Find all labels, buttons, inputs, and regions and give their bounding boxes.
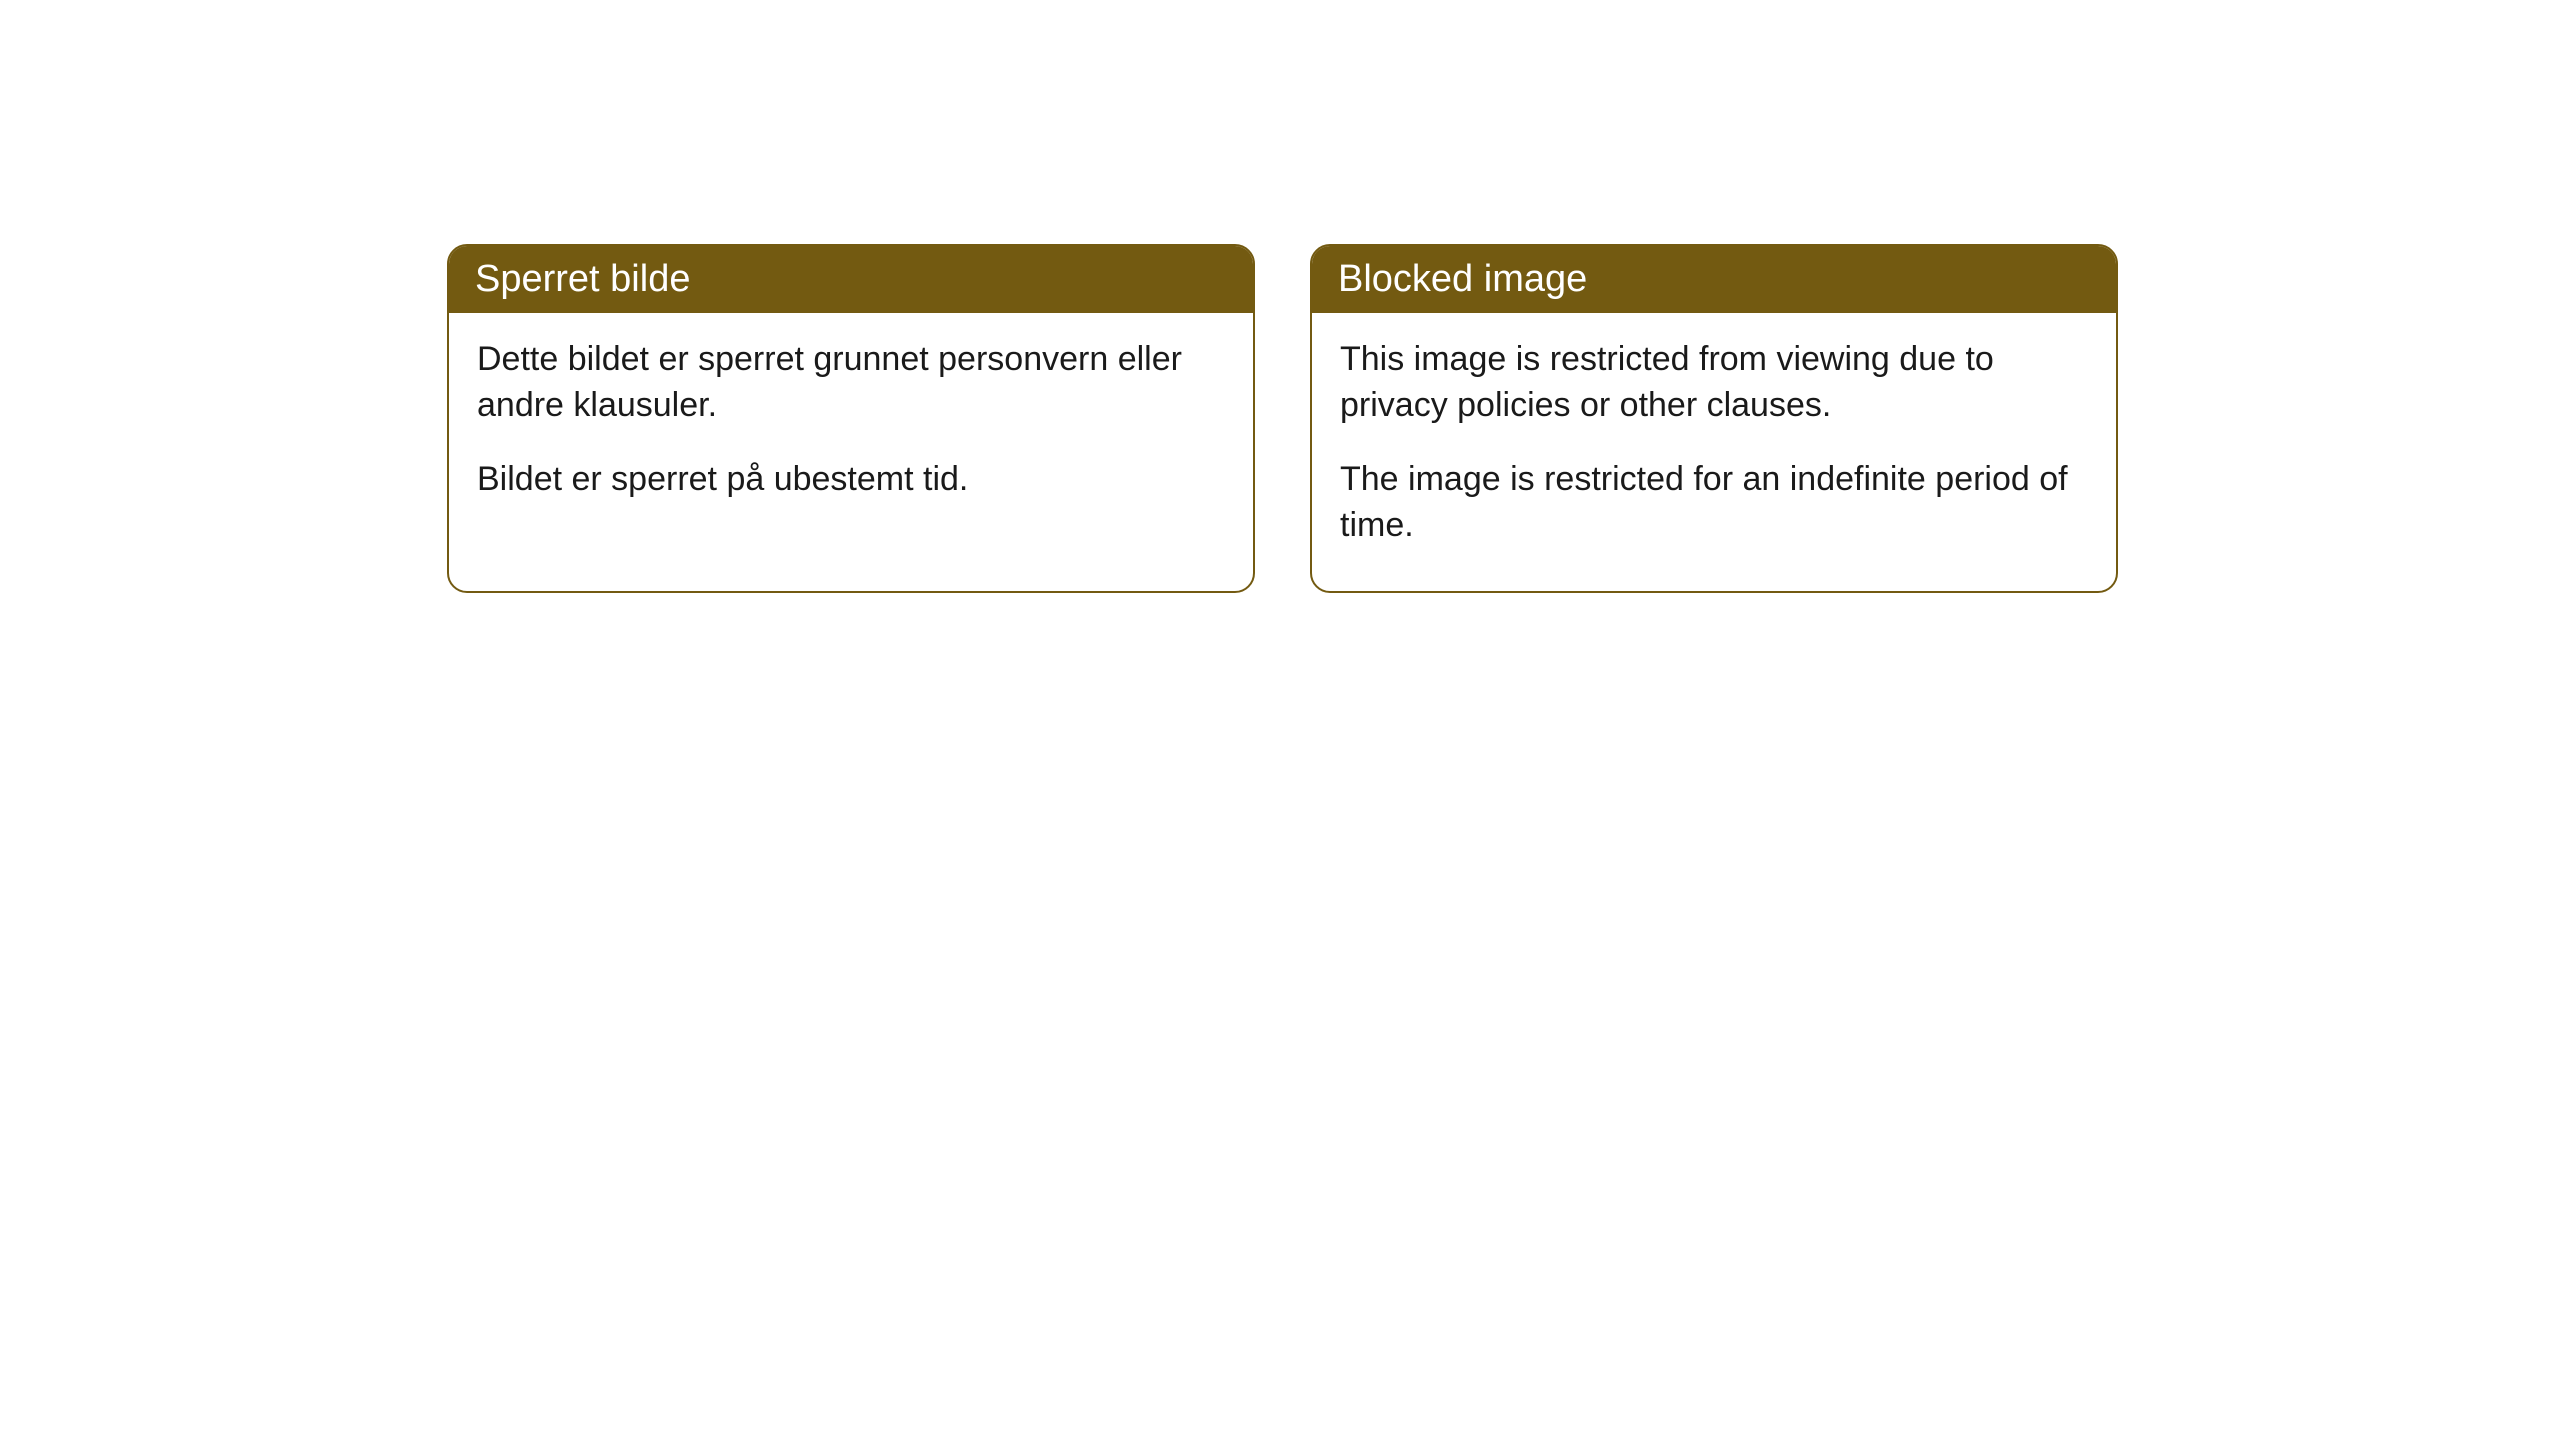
- card-paragraph: Bildet er sperret på ubestemt tid.: [477, 457, 1225, 503]
- card-body: Dette bildet er sperret grunnet personve…: [449, 313, 1253, 545]
- card-body: This image is restricted from viewing du…: [1312, 313, 2116, 591]
- card-title: Sperret bilde: [475, 258, 690, 300]
- card-paragraph: This image is restricted from viewing du…: [1340, 337, 2088, 429]
- card-paragraph: Dette bildet er sperret grunnet personve…: [477, 337, 1225, 429]
- card-paragraph: The image is restricted for an indefinit…: [1340, 457, 2088, 549]
- blocked-image-card-norwegian: Sperret bilde Dette bildet er sperret gr…: [447, 244, 1255, 593]
- cards-container: Sperret bilde Dette bildet er sperret gr…: [0, 0, 2560, 593]
- card-title: Blocked image: [1338, 258, 1587, 300]
- blocked-image-card-english: Blocked image This image is restricted f…: [1310, 244, 2118, 593]
- card-header: Blocked image: [1312, 246, 2116, 313]
- card-header: Sperret bilde: [449, 246, 1253, 313]
